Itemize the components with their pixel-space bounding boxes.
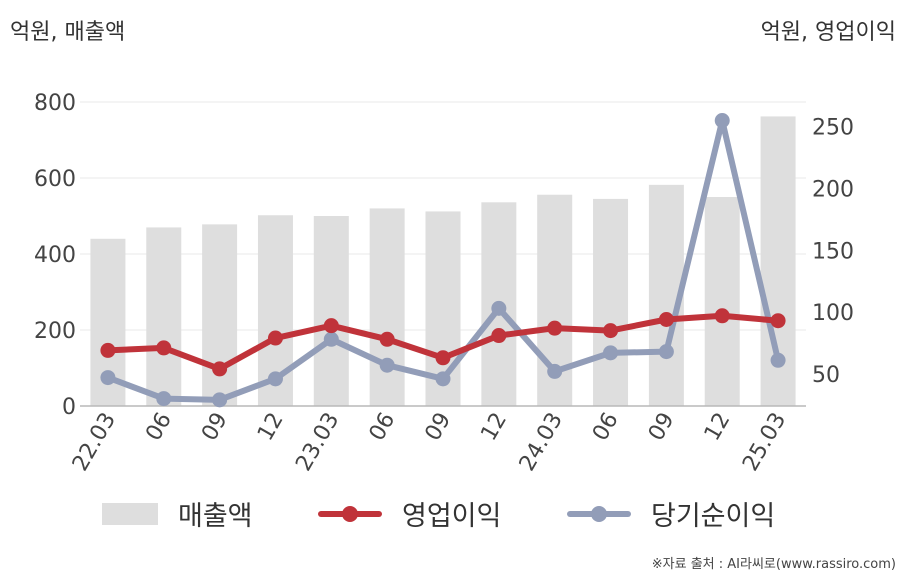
x-tick-label: 09 <box>421 409 457 446</box>
bar-revenue <box>704 197 740 406</box>
point-operating-profit <box>267 330 283 346</box>
left-axis-unit-label: 억원, 매출액 <box>10 20 126 45</box>
right-y-tick-label: 200 <box>812 178 854 203</box>
left-y-tick-label: 200 <box>34 319 76 344</box>
point-net-income <box>714 113 730 129</box>
point-operating-profit <box>547 320 563 336</box>
point-operating-profit <box>714 308 730 324</box>
x-tick-label: 09 <box>197 409 233 446</box>
legend-swatch-revenue <box>102 502 158 525</box>
point-operating-profit <box>658 311 674 327</box>
bar-revenue <box>146 227 182 406</box>
legend-item-revenue[interactable]: 매출액 <box>102 494 253 533</box>
legend: 매출액 영업이익 당기순이익 <box>0 494 908 534</box>
x-tick-label: 06 <box>588 409 624 446</box>
point-operating-profit <box>603 323 619 339</box>
x-tick-label: 12 <box>700 409 736 446</box>
bar-revenue <box>202 224 238 406</box>
left-y-tick-label: 0 <box>62 395 76 420</box>
revenue-bars <box>90 116 796 406</box>
x-tick-label: 06 <box>365 409 401 446</box>
x-tick-label: 24.03 <box>515 409 568 476</box>
source-note: ※자료 출처 : AI라씨로(www.rassiro.com) <box>651 557 896 572</box>
right-y-tick-label: 250 <box>812 116 854 141</box>
right-y-tick-label: 150 <box>812 239 854 264</box>
x-tick-label: 23.03 <box>291 409 344 476</box>
line-series <box>100 113 786 408</box>
left-y-axis-ticks: 0 200 400 600 800 <box>34 91 76 420</box>
left-y-tick-label: 600 <box>34 167 76 192</box>
point-net-income <box>379 357 395 373</box>
x-axis-tick-labels: 22.03 06 09 12 23.03 06 09 12 24.03 06 09 12 25.03 <box>68 409 791 476</box>
point-operating-profit <box>379 331 395 347</box>
point-operating-profit <box>770 313 786 329</box>
point-net-income <box>491 300 507 316</box>
legend-label-net-income: 당기순이익 <box>651 501 776 532</box>
left-y-tick-label: 800 <box>34 91 76 116</box>
bar-revenue <box>313 216 349 406</box>
point-operating-profit <box>100 342 116 358</box>
point-net-income <box>100 370 116 386</box>
point-net-income <box>435 371 451 387</box>
legend-label-revenue: 매출액 <box>178 501 253 532</box>
x-tick-label: 25.03 <box>738 409 791 476</box>
x-tick-label: 12 <box>253 409 289 446</box>
point-net-income <box>323 331 339 347</box>
point-operating-profit <box>435 350 451 366</box>
legend-swatch-operating-profit <box>318 503 382 525</box>
point-net-income <box>770 352 786 368</box>
bar-revenue <box>593 198 629 406</box>
left-y-tick-label: 400 <box>34 243 76 268</box>
point-operating-profit <box>156 340 172 356</box>
point-net-income <box>156 391 172 407</box>
point-net-income <box>267 371 283 387</box>
point-net-income <box>658 344 674 360</box>
point-net-income <box>547 363 563 379</box>
legend-item-net-income[interactable]: 당기순이익 <box>567 494 775 533</box>
point-operating-profit <box>491 328 507 344</box>
right-y-axis-ticks: 50 100 150 200 250 <box>812 116 854 388</box>
point-net-income <box>212 392 228 408</box>
legend-swatch-net-income <box>567 503 631 525</box>
right-y-tick-label: 100 <box>812 301 854 326</box>
point-net-income <box>603 345 619 361</box>
right-y-tick-label: 50 <box>812 363 840 388</box>
x-tick-label: 12 <box>476 409 512 446</box>
x-tick-label: 06 <box>141 409 177 446</box>
point-operating-profit <box>323 318 339 334</box>
point-operating-profit <box>212 361 228 377</box>
x-tick-label: 09 <box>644 409 680 446</box>
bar-revenue <box>369 208 405 406</box>
legend-label-operating-profit: 영업이익 <box>402 501 502 532</box>
right-axis-unit-label: 억원, 영업이익 <box>760 20 896 45</box>
legend-item-operating-profit[interactable]: 영업이익 <box>318 494 501 533</box>
